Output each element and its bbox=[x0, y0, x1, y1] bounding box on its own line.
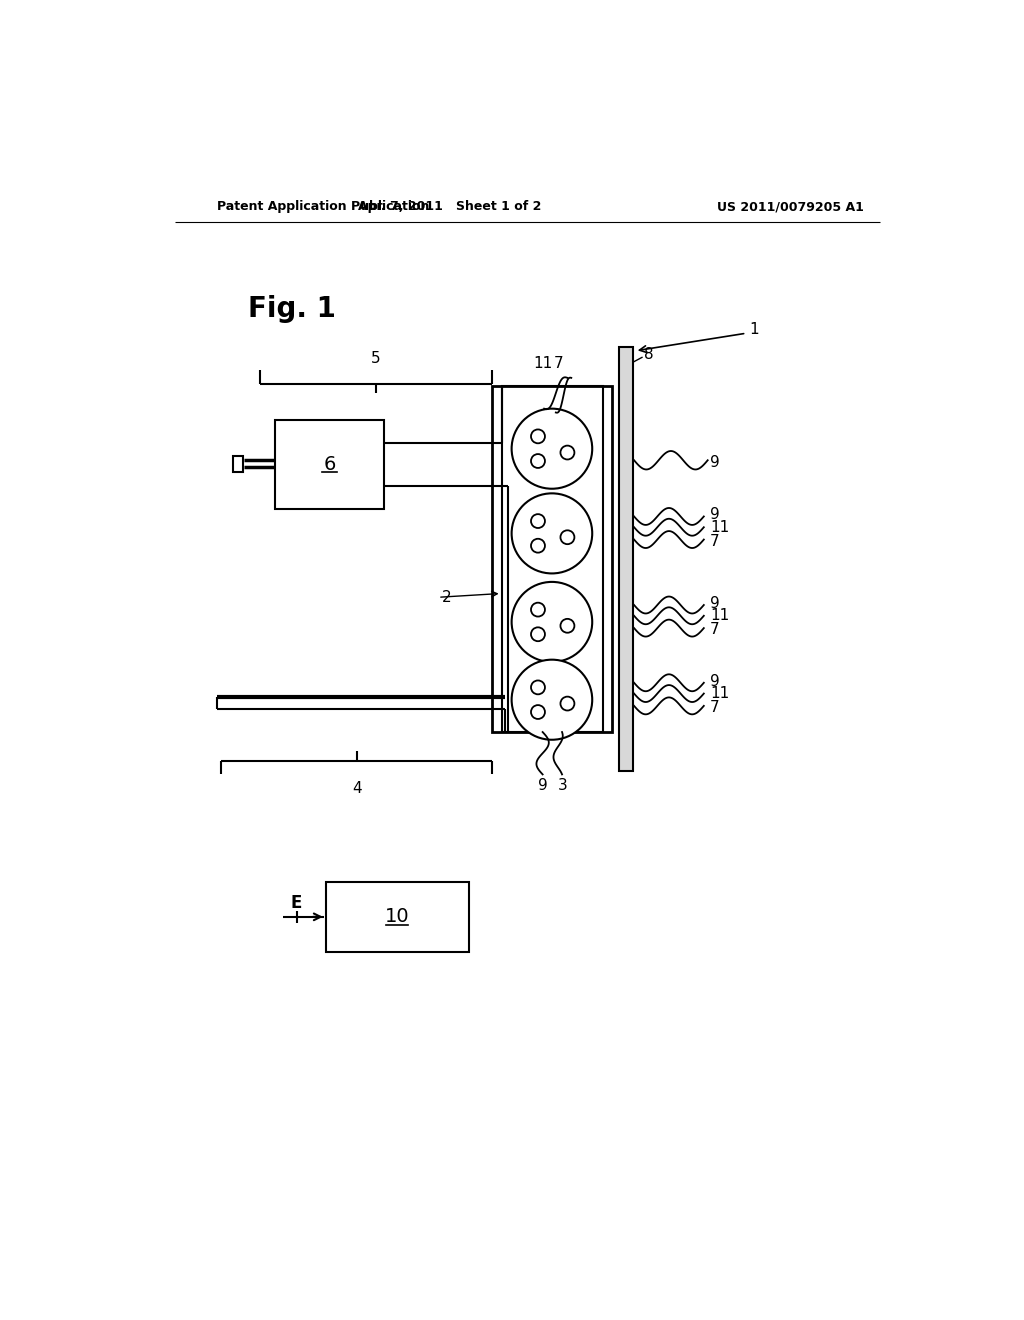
Text: 9: 9 bbox=[538, 779, 548, 793]
Circle shape bbox=[512, 582, 592, 663]
Text: 11: 11 bbox=[710, 520, 729, 535]
Text: US 2011/0079205 A1: US 2011/0079205 A1 bbox=[717, 201, 864, 214]
Bar bbox=[326, 882, 469, 952]
Text: 5: 5 bbox=[371, 351, 381, 366]
Text: 3: 3 bbox=[558, 779, 567, 793]
Circle shape bbox=[512, 409, 592, 488]
Text: 10: 10 bbox=[385, 907, 410, 927]
Circle shape bbox=[531, 705, 545, 719]
Bar bbox=[502, 385, 603, 733]
Text: 4: 4 bbox=[352, 780, 361, 796]
Text: 9: 9 bbox=[710, 673, 720, 689]
Text: 11: 11 bbox=[534, 356, 552, 371]
Circle shape bbox=[560, 446, 574, 459]
Circle shape bbox=[531, 681, 545, 694]
Text: Patent Application Publication: Patent Application Publication bbox=[217, 201, 429, 214]
Circle shape bbox=[560, 531, 574, 544]
Circle shape bbox=[512, 660, 592, 739]
Text: 6: 6 bbox=[324, 455, 336, 474]
Bar bbox=[618, 347, 633, 771]
Text: 2: 2 bbox=[442, 590, 452, 605]
Circle shape bbox=[560, 697, 574, 710]
Text: 11: 11 bbox=[710, 609, 729, 623]
Text: Apr. 7, 2011   Sheet 1 of 2: Apr. 7, 2011 Sheet 1 of 2 bbox=[358, 201, 542, 214]
Circle shape bbox=[531, 429, 545, 444]
Text: 9: 9 bbox=[710, 507, 720, 523]
Text: 7: 7 bbox=[553, 356, 563, 371]
Circle shape bbox=[531, 627, 545, 642]
Circle shape bbox=[531, 454, 545, 469]
Text: 7: 7 bbox=[710, 622, 720, 638]
Bar bbox=[493, 385, 612, 733]
Circle shape bbox=[512, 494, 592, 573]
Text: E: E bbox=[291, 894, 302, 912]
Text: 1: 1 bbox=[750, 322, 759, 337]
Text: Fig. 1: Fig. 1 bbox=[248, 294, 336, 322]
Bar bbox=[232, 457, 244, 471]
Text: 7: 7 bbox=[710, 533, 720, 549]
Text: 9: 9 bbox=[710, 455, 720, 470]
Circle shape bbox=[531, 539, 545, 553]
Bar bbox=[275, 420, 384, 508]
Circle shape bbox=[531, 515, 545, 528]
Text: 7: 7 bbox=[710, 700, 720, 715]
Text: 8: 8 bbox=[644, 347, 653, 362]
Text: 9: 9 bbox=[710, 595, 720, 611]
Text: 11: 11 bbox=[710, 686, 729, 701]
Circle shape bbox=[531, 603, 545, 616]
Circle shape bbox=[560, 619, 574, 632]
